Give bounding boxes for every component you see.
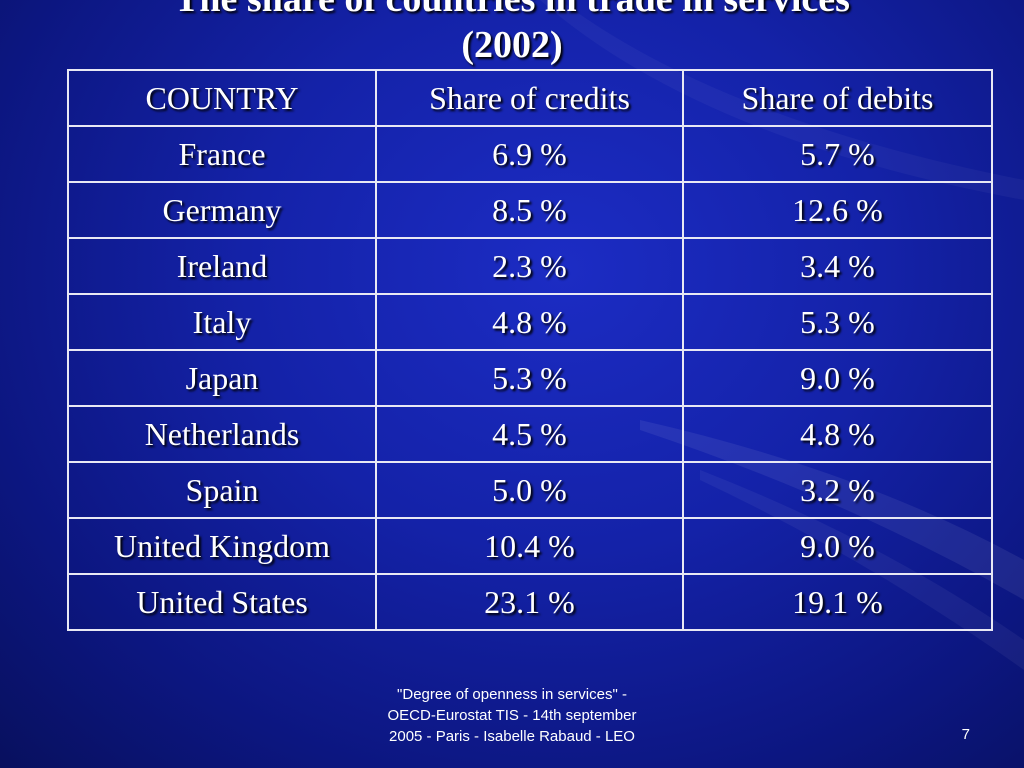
country-cell: Spain: [67, 461, 377, 519]
debits-cell: 19.1 %: [682, 573, 993, 631]
country-cell: United Kingdom: [67, 517, 377, 575]
table-row: Spain 5.0 % 3.2 %: [67, 461, 993, 519]
table-header-row: COUNTRY Share of credits Share of debits: [67, 69, 993, 127]
country-cell: Italy: [67, 293, 377, 351]
credits-cell: 6.9 %: [375, 125, 684, 183]
footer-line-3: 2005 - Paris - Isabelle Rabaud - LEO: [389, 728, 635, 745]
credits-cell: 5.0 %: [375, 461, 684, 519]
country-cell: Germany: [67, 181, 377, 239]
credits-cell: 10.4 %: [375, 517, 684, 575]
header-share-of-credits: Share of credits: [375, 69, 684, 127]
debits-cell: 5.7 %: [682, 125, 993, 183]
debits-cell: 5.3 %: [682, 293, 993, 351]
slide-title-line-2: (2002): [461, 24, 563, 66]
table-row: Ireland 2.3 % 3.4 %: [67, 237, 993, 295]
credits-cell: 8.5 %: [375, 181, 684, 239]
country-cell: Japan: [67, 349, 377, 407]
footer-line-2: OECD-Eurostat TIS - 14th september: [387, 707, 637, 724]
table-row: Germany 8.5 % 12.6 %: [67, 181, 993, 239]
slide-footer: "Degree of openness in services" - OECD-…: [332, 684, 692, 747]
table-row: Japan 5.3 % 9.0 %: [67, 349, 993, 407]
credits-cell: 23.1 %: [375, 573, 684, 631]
table-row: France 6.9 % 5.7 %: [67, 125, 993, 183]
credits-cell: 4.5 %: [375, 405, 684, 463]
slide-title: The share of countries in trade in servi…: [0, 0, 1024, 68]
credits-cell: 4.8 %: [375, 293, 684, 351]
footer-line-1: "Degree of openness in services" -: [397, 686, 627, 703]
table-row: United States 23.1 % 19.1 %: [67, 573, 993, 631]
header-country: COUNTRY: [67, 69, 377, 127]
credits-cell: 5.3 %: [375, 349, 684, 407]
debits-cell: 4.8 %: [682, 405, 993, 463]
debits-cell: 3.2 %: [682, 461, 993, 519]
table-row: United Kingdom 10.4 % 9.0 %: [67, 517, 993, 575]
country-cell: United States: [67, 573, 377, 631]
debits-cell: 12.6 %: [682, 181, 993, 239]
table-row: Italy 4.8 % 5.3 %: [67, 293, 993, 351]
slide-title-line-1: The share of countries in trade in servi…: [0, 0, 1024, 22]
header-share-of-debits: Share of debits: [682, 69, 993, 127]
table-row: Netherlands 4.5 % 4.8 %: [67, 405, 993, 463]
trade-share-table: COUNTRY Share of credits Share of debits…: [67, 69, 993, 631]
country-cell: Ireland: [67, 237, 377, 295]
page-number: 7: [961, 726, 970, 743]
country-cell: France: [67, 125, 377, 183]
credits-cell: 2.3 %: [375, 237, 684, 295]
country-cell: Netherlands: [67, 405, 377, 463]
debits-cell: 9.0 %: [682, 349, 993, 407]
debits-cell: 3.4 %: [682, 237, 993, 295]
debits-cell: 9.0 %: [682, 517, 993, 575]
